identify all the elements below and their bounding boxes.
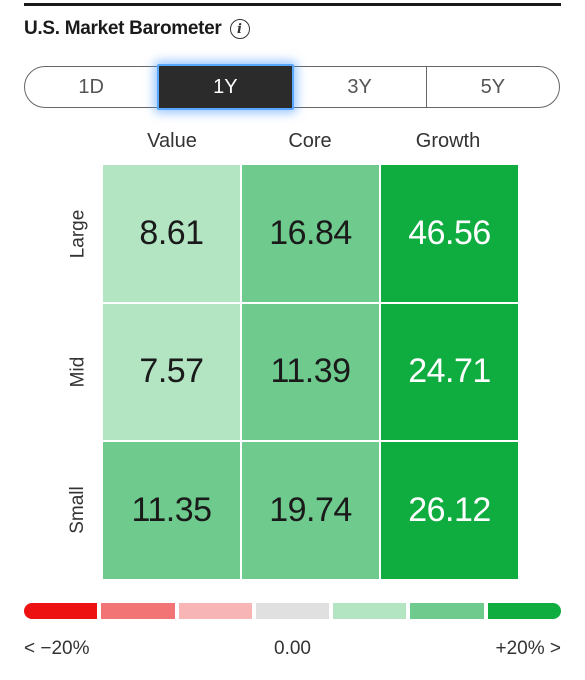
tab-3y[interactable]: 3Y [347,75,372,98]
time-period-tabs: 1D 1Y 3Y 5Y [24,64,560,110]
legend-segment [255,603,330,619]
cell-large-core[interactable]: 16.84 [242,165,379,302]
legend-mid-label: 0.00 [274,638,311,659]
cell-small-growth[interactable]: 26.12 [381,442,518,579]
cell-mid-growth[interactable]: 24.71 [381,303,518,441]
column-header-value: Value [147,130,197,152]
cell-mid-core[interactable]: 11.39 [242,303,379,441]
row-header-small: Small [58,441,98,579]
row-label-small: Small [67,486,89,534]
legend-max-label: +20% > [495,638,562,659]
legend-segment [24,603,98,619]
row-header-mid: Mid [58,303,98,441]
tab-5y[interactable]: 5Y [425,67,559,107]
column-header-growth: Growth [415,130,481,152]
legend-segment [333,603,407,619]
tab-1y[interactable]: 1Y [157,64,294,110]
header: U.S. Market Barometer i [24,14,250,44]
cell-large-value[interactable]: 8.61 [103,165,240,302]
legend-min-label: < −20% [24,638,90,659]
tab-1d[interactable]: 1D [78,75,104,98]
column-header-core: Core [288,130,332,152]
cell-small-value[interactable]: 11.35 [103,442,240,579]
legend-segment [101,603,175,619]
legend-segment [178,603,252,619]
cell-small-core[interactable]: 19.74 [242,442,379,579]
legend-segment [487,603,561,619]
page-title: U.S. Market Barometer [24,18,222,39]
cell-mid-value[interactable]: 7.57 [103,303,240,441]
row-label-mid: Mid [67,356,88,388]
style-box-grid: 8.61 16.84 46.56 7.57 11.39 24.71 11.35 … [103,165,518,579]
info-icon[interactable]: i [229,19,250,39]
color-scale-legend [24,603,561,619]
row-label-large: Large [67,209,89,259]
row-header-large: Large [58,165,98,303]
top-rule [24,3,561,6]
legend-segment [410,603,484,619]
cell-large-growth[interactable]: 46.56 [381,165,518,302]
